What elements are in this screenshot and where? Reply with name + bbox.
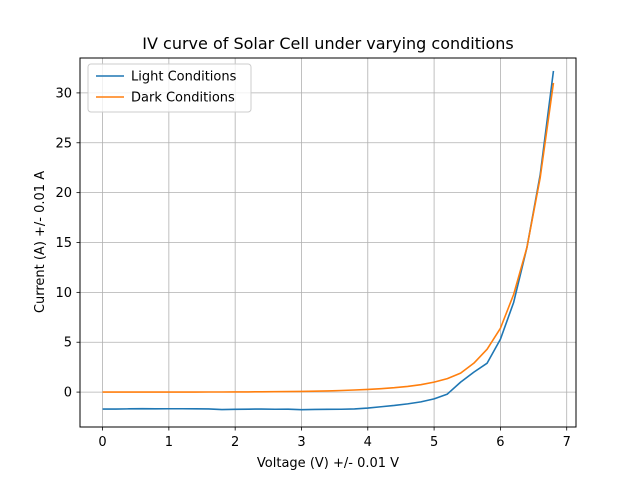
legend-box: [87, 63, 252, 113]
x-tick-label: 7: [563, 435, 571, 450]
legend: Light Conditions Dark Conditions: [87, 63, 252, 113]
legend-label: Light Conditions: [131, 70, 237, 85]
x-tick-label: 0: [98, 435, 106, 450]
series-line-light: [102, 70, 555, 411]
y-tick-label: 25: [55, 136, 72, 151]
x-tick-label: 3: [297, 435, 305, 450]
x-tick-label: 4: [364, 435, 372, 450]
x-tick-label: 5: [430, 435, 438, 450]
ticks: 0 1 2 3 4 5 6 7 0 5 10 15 20 25 30: [55, 86, 570, 450]
y-axis-label: Current (A) +/- 0.01 A: [33, 171, 48, 313]
y-tick-label: 10: [55, 286, 72, 301]
series-line-dark: [102, 82, 555, 393]
y-tick-label: 15: [55, 236, 72, 251]
y-tick-label: 20: [55, 186, 72, 201]
x-tick-label: 6: [496, 435, 504, 450]
y-tick-label: 5: [64, 336, 72, 351]
y-tick-label: 30: [55, 86, 72, 101]
series-lines: [102, 70, 555, 411]
chart-title: IV curve of Solar Cell under varying con…: [142, 34, 513, 53]
y-tick-label: 0: [64, 386, 72, 401]
x-tick-label: 1: [165, 435, 173, 450]
x-tick-label: 2: [231, 435, 239, 450]
x-axis-label: Voltage (V) +/- 0.01 V: [257, 456, 399, 471]
legend-label: Dark Conditions: [131, 91, 235, 106]
